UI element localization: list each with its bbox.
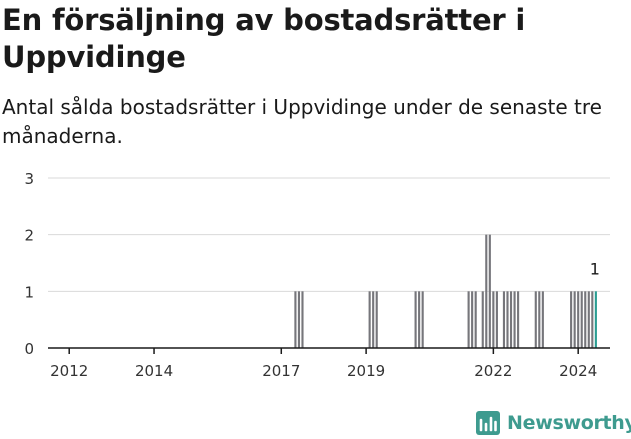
x-tick-label: 2019 <box>347 362 385 380</box>
bar <box>375 291 378 348</box>
bar <box>421 291 424 348</box>
bar <box>301 291 304 348</box>
bar <box>297 291 301 348</box>
bar <box>488 234 491 348</box>
x-tick-label: 2012 <box>50 362 88 380</box>
bar <box>372 291 375 348</box>
bar <box>474 291 477 348</box>
bar <box>506 291 509 348</box>
bar <box>538 291 541 348</box>
newsworthy-brand: Newsworthy <box>476 408 631 438</box>
x-tick-label: 2024 <box>559 362 597 380</box>
y-tick-label: 3 <box>24 170 34 188</box>
data-labels: 1 <box>590 259 600 278</box>
x-tick-label: 2017 <box>262 362 300 380</box>
y-tick-label: 1 <box>24 283 34 301</box>
bar <box>368 291 371 348</box>
gridlines <box>48 177 610 292</box>
bar <box>570 291 573 348</box>
bar <box>534 291 537 348</box>
y-tick-label: 0 <box>24 340 34 358</box>
bars <box>294 234 597 348</box>
brand-name: Newsworthy <box>507 412 631 434</box>
bar <box>467 291 470 348</box>
bar <box>294 291 297 348</box>
bar <box>580 291 583 348</box>
bar <box>471 291 474 348</box>
chart-title: En försäljning av bostadsrätter i Uppvid… <box>2 3 526 74</box>
bar <box>492 291 495 348</box>
x-axis-ticks: 2012 2014 2017 2019 2022 2024 <box>50 348 597 380</box>
bar <box>587 291 590 348</box>
y-axis-ticks: 0 1 2 3 <box>24 170 34 358</box>
bar <box>577 291 580 348</box>
bar <box>495 291 498 348</box>
data-label: 1 <box>590 259 600 278</box>
bar <box>509 291 513 348</box>
bar <box>485 234 488 348</box>
bar-chart: 0 1 2 3 2012 2014 2017 2019 2022 2024 1 <box>24 170 610 380</box>
bar <box>418 291 421 348</box>
y-tick-label: 2 <box>24 227 34 245</box>
bar <box>573 291 576 348</box>
newsworthy-logo-icon <box>476 411 500 435</box>
bar <box>513 291 516 348</box>
bar <box>591 291 594 348</box>
x-tick-label: 2022 <box>474 362 512 380</box>
bar <box>517 291 520 348</box>
x-tick-label: 2014 <box>135 362 173 380</box>
bar <box>541 291 544 348</box>
bar <box>584 291 587 348</box>
bar <box>414 291 417 348</box>
chart-subtitle: Antal sålda bostadsrätter i Uppvidinge u… <box>2 95 602 148</box>
bar <box>481 291 484 348</box>
bar <box>502 291 506 348</box>
bar-highlight <box>594 291 597 348</box>
